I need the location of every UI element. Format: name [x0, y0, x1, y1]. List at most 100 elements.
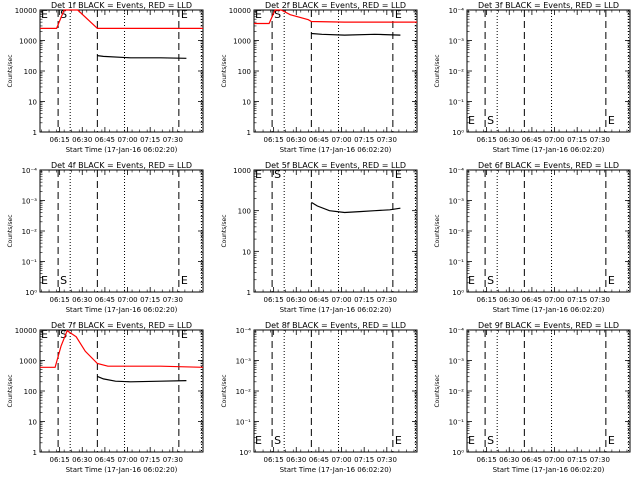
panel-title: Det 2f BLACK = Events, RED = LLD	[265, 1, 406, 10]
x-tick-label: 06:15	[264, 296, 284, 304]
edge-marker-label: E	[468, 114, 475, 127]
y-tick-label: 1000	[233, 167, 251, 175]
x-tick-label: 07:30	[163, 136, 183, 144]
y-tick-label: 10⁻⁴	[236, 327, 252, 335]
x-tick-label: 06:15	[477, 456, 497, 464]
x-tick-label: 07:15	[354, 136, 374, 144]
x-tick-label: 06:15	[264, 456, 284, 464]
y-tick-label: 10⁻⁴	[449, 7, 465, 15]
x-tick-label: 07:15	[567, 136, 587, 144]
y-tick-label: 10	[28, 99, 37, 107]
y-tick-label: 10000	[15, 327, 37, 335]
x-tick-label: 06:30	[72, 456, 92, 464]
end-marker-label: E	[395, 434, 402, 447]
panel-9: Det 9f BLACK = Events, RED = LLD Counts/s…	[434, 321, 631, 474]
x-tick-label: 06:15	[477, 296, 497, 304]
x-tick-label: 06:30	[72, 136, 92, 144]
end-marker-label: E	[181, 328, 188, 341]
x-tick-label: 06:15	[477, 136, 497, 144]
x-tick-label: 07:30	[163, 296, 183, 304]
x-axis-label: Start Time (17-Jan-16 06:02:20)	[493, 146, 605, 154]
panel-title: Det 3f BLACK = Events, RED = LLD	[478, 1, 619, 10]
y-tick-label: 10⁻²	[449, 228, 465, 236]
x-tick-label: 07:00	[544, 136, 564, 144]
y-tick-label: 10⁰	[452, 449, 464, 457]
x-tick-label: 06:30	[286, 136, 306, 144]
events-series-line	[97, 375, 187, 383]
end-marker-label: E	[395, 8, 402, 21]
x-tick-label: 06:45	[95, 456, 115, 464]
x-axis-label: Start Time (17-Jan-16 06:02:20)	[66, 146, 178, 154]
x-tick-label: 07:15	[140, 456, 160, 464]
y-axis-label: Counts/sec	[221, 54, 228, 87]
y-tick-label: 10⁻¹	[449, 259, 465, 267]
y-tick-label: 10⁻²	[449, 68, 465, 76]
y-tick-label: 10⁰	[452, 129, 464, 137]
end-marker-label: E	[181, 8, 188, 21]
x-tick-label: 06:30	[286, 456, 306, 464]
y-axis-label: Counts/sec	[7, 54, 14, 87]
y-axis-label: Counts/sec	[221, 374, 228, 407]
panel-title: Det 1f BLACK = Events, RED = LLD	[51, 1, 192, 10]
start-marker-label: S	[274, 168, 281, 181]
events-series-line	[97, 55, 187, 59]
start-marker-label: S	[60, 274, 67, 287]
x-tick-label: 06:45	[95, 296, 115, 304]
start-marker-label: S	[274, 434, 281, 447]
y-tick-label: 10⁻³	[22, 198, 38, 206]
y-tick-label: 10⁻⁴	[22, 167, 38, 175]
x-tick-label: 06:15	[50, 136, 70, 144]
x-tick-label: 07:00	[331, 136, 351, 144]
y-tick-label: 1000	[233, 38, 251, 46]
panel-title: Det 8f BLACK = Events, RED = LLD	[265, 321, 406, 330]
x-tick-label: 07:30	[590, 456, 610, 464]
x-tick-label: 06:15	[264, 136, 284, 144]
x-tick-label: 06:15	[50, 456, 70, 464]
y-tick-label: 10⁻⁴	[449, 327, 465, 335]
end-marker-label: E	[608, 274, 615, 287]
edge-marker-label: E	[41, 274, 48, 287]
panel-title: Det 9f BLACK = Events, RED = LLD	[478, 321, 619, 330]
y-tick-label: 100	[238, 208, 251, 216]
y-tick-label: 100	[238, 68, 251, 76]
panel-8: Det 8f BLACK = Events, RED = LLD Counts/s…	[221, 321, 418, 474]
y-axis-label: Counts/sec	[7, 214, 14, 247]
y-tick-label: 10⁻¹	[22, 259, 38, 267]
x-tick-label: 06:45	[95, 136, 115, 144]
y-tick-label: 10	[242, 99, 251, 107]
y-tick-label: 10⁻³	[449, 38, 465, 46]
y-axis-label: Counts/sec	[434, 214, 441, 247]
x-tick-label: 07:00	[117, 456, 137, 464]
x-tick-label: 06:45	[309, 456, 329, 464]
panel-title: Det 7f BLACK = Events, RED = LLD	[51, 321, 192, 330]
x-tick-label: 07:00	[331, 296, 351, 304]
start-marker-label: S	[487, 114, 494, 127]
y-tick-label: 10⁰	[25, 289, 37, 297]
x-tick-label: 07:00	[544, 296, 564, 304]
x-tick-label: 06:45	[309, 136, 329, 144]
x-tick-label: 07:15	[567, 296, 587, 304]
panel-3: Det 3f BLACK = Events, RED = LLD Counts/s…	[434, 1, 631, 154]
y-tick-label: 10⁻²	[449, 388, 465, 396]
y-tick-label: 10⁰	[239, 449, 251, 457]
y-tick-label: 10⁻¹	[449, 99, 465, 107]
y-tick-label: 10⁻¹	[449, 419, 465, 427]
x-tick-label: 07:30	[377, 296, 397, 304]
y-tick-label: 10	[28, 419, 37, 427]
y-tick-label: 10⁻⁴	[449, 167, 465, 175]
x-tick-label: 07:00	[544, 456, 564, 464]
end-marker-label: E	[181, 274, 188, 287]
plot-frame	[253, 169, 418, 293]
y-tick-label: 1	[33, 129, 37, 137]
x-tick-label: 07:15	[354, 456, 374, 464]
start-marker-label: S	[60, 328, 67, 341]
y-tick-label: 10⁻²	[236, 388, 252, 396]
x-tick-label: 07:15	[354, 296, 374, 304]
y-axis-label: Counts/sec	[434, 54, 441, 87]
y-tick-label: 100	[24, 68, 37, 76]
panel-title: Det 5f BLACK = Events, RED = LLD	[265, 161, 406, 170]
edge-marker-label: E	[255, 8, 262, 21]
x-tick-label: 07:30	[377, 136, 397, 144]
x-tick-label: 06:30	[499, 296, 519, 304]
